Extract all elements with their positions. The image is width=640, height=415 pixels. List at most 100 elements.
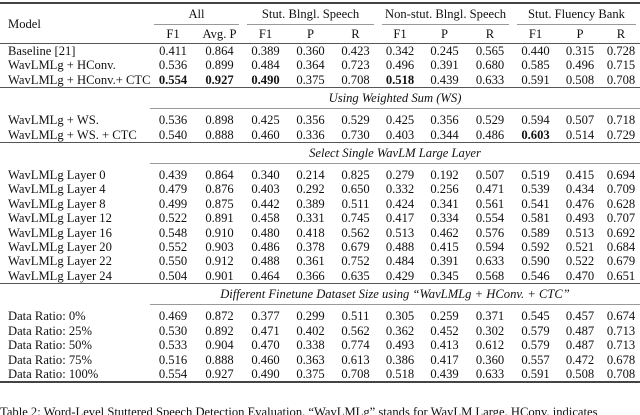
metric-cell: 0.460	[251, 352, 280, 367]
table-row: Baseline [21] 0.411 0.864 0.389 0.360 0.423 0.…	[0, 44, 640, 58]
metric-cell: 0.391	[430, 254, 459, 269]
model-name: WavLMLg + HConv.	[8, 58, 116, 73]
metric-cell: 0.415	[430, 240, 459, 255]
metric-cell: 0.585	[521, 58, 550, 73]
column-header: P	[440, 27, 448, 41]
metric-cell: 0.513	[565, 225, 595, 240]
metric-cell: 0.651	[606, 268, 636, 283]
metric-cell: 0.694	[606, 168, 636, 183]
model-name: Data Ratio: 50%	[8, 338, 92, 353]
metric-cell: 0.472	[565, 352, 595, 367]
metric-cell: 0.678	[606, 352, 636, 367]
metric-cell: 0.434	[565, 182, 595, 197]
table-row: WavLMLg Layer 24 0.504 0.901 0.464 0.366 0.63…	[0, 269, 640, 284]
model-name: Data Ratio: 0%	[8, 309, 86, 324]
metric-cell: 0.499	[158, 196, 188, 211]
metric-cell: 0.245	[430, 44, 459, 58]
metric-cell: 0.562	[341, 323, 370, 338]
metric-cell: 0.493	[385, 338, 415, 353]
metric-cell: 0.864	[205, 168, 234, 183]
metric-cell: 0.579	[521, 323, 550, 338]
metric-cell: 0.471	[475, 182, 505, 197]
metric-cell: 0.403	[385, 127, 415, 142]
metric-cell: 0.872	[205, 309, 234, 324]
metric-cell: 0.579	[521, 338, 550, 353]
metric-cell: 0.378	[296, 240, 325, 255]
metric-cell: 0.490	[243, 73, 288, 88]
metric-cell: 0.718	[606, 113, 636, 128]
metric-cell: 0.342	[385, 44, 415, 58]
metric-cell: 0.356	[296, 113, 325, 128]
metric-cell: 0.439	[158, 168, 188, 183]
metric-cell: 0.344	[430, 127, 459, 142]
table-row: Data Ratio: 100% 0.554 0.927 0.490 0.375 0.70…	[0, 367, 640, 382]
metric-cell: 0.550	[158, 254, 188, 269]
group-header-all: All	[154, 4, 239, 25]
metric-cell: 0.581	[521, 211, 550, 226]
metric-cell: 0.423	[341, 44, 370, 58]
metric-cell: 0.362	[385, 323, 415, 338]
table-row: WavLMLg Layer 8 0.499 0.875 0.442 0.389 0.511…	[0, 197, 640, 211]
metric-cell: 0.511	[341, 196, 370, 211]
metric-cell: 0.825	[341, 168, 370, 183]
column-header: R	[616, 27, 626, 41]
metric-cell: 0.912	[205, 254, 234, 269]
metric-cell: 0.709	[606, 182, 636, 197]
column-header: R	[485, 27, 495, 41]
best-value: 0.927	[205, 72, 234, 87]
metric-cell: 0.425	[251, 113, 280, 128]
metric-cell: 0.613	[341, 352, 370, 367]
metric-cell: 0.576	[475, 225, 505, 240]
model-name: WavLMLg Layer 12	[8, 211, 112, 226]
metric-cell: 0.480	[251, 225, 280, 240]
metric-cell: 0.562	[341, 225, 370, 240]
metric-cell: 0.529	[475, 113, 505, 128]
model-name: WavLMLg + WS. + CTC	[8, 127, 137, 142]
metric-cell: 0.891	[205, 211, 234, 226]
model-name: WavLMLg + HConv.+ CTC	[8, 72, 151, 87]
table-row: WavLMLg Layer 20 0.552 0.903 0.486 0.378 0.67…	[0, 240, 640, 254]
metric-cell: 0.413	[430, 338, 459, 353]
column-header: F1	[258, 27, 273, 41]
metric-cell: 0.488	[251, 254, 280, 269]
metric-cell: 0.513	[385, 225, 415, 240]
metric-cell: 0.628	[606, 196, 636, 211]
metric-cell: 0.331	[296, 211, 325, 226]
model-name: WavLMLg + WS.	[8, 113, 99, 128]
metric-cell: 0.340	[251, 168, 280, 183]
best-value: 0.554	[158, 72, 188, 87]
metric-cell: 0.729	[606, 127, 636, 142]
metric-cell: 0.708	[341, 72, 370, 87]
metric-cell: 0.529	[341, 113, 370, 128]
bottom-rule	[0, 381, 640, 390]
metric-cell: 0.565	[475, 44, 505, 58]
results-table: Model All Stut. Blngl. Speech Non-stut. …	[0, 2, 640, 390]
metric-cell: 0.493	[565, 211, 595, 226]
metric-cell: 0.557	[521, 352, 550, 367]
metric-cell: 0.470	[251, 338, 280, 353]
metric-cell: 0.386	[385, 352, 415, 367]
metric-cell: 0.554	[158, 366, 188, 381]
metric-cell: 0.680	[475, 58, 505, 73]
metric-cell: 0.554	[475, 211, 505, 226]
metric-cell: 0.927	[196, 73, 243, 88]
rule	[0, 87, 640, 89]
metric-cell: 0.391	[430, 58, 459, 73]
metric-cell: 0.546	[521, 268, 550, 283]
metric-cell: 0.425	[385, 113, 415, 128]
rule	[0, 142, 640, 144]
metric-cell: 0.545	[521, 309, 550, 324]
metric-cell: 0.554	[150, 73, 196, 88]
metric-cell: 0.518	[378, 73, 422, 88]
metric-cell: 0.888	[205, 127, 234, 142]
metric-cell: 0.439	[430, 72, 459, 87]
metric-cell: 0.488	[385, 240, 415, 255]
metric-cell: 0.692	[606, 225, 636, 240]
metric-cell: 0.707	[606, 211, 636, 226]
rule	[0, 43, 640, 44]
column-header: Avg. P	[202, 27, 237, 41]
metric-cell: 0.504	[158, 268, 188, 283]
metric-cell: 0.469	[158, 309, 188, 324]
metric-cell: 0.377	[251, 309, 280, 324]
metric-cell: 0.457	[565, 309, 595, 324]
